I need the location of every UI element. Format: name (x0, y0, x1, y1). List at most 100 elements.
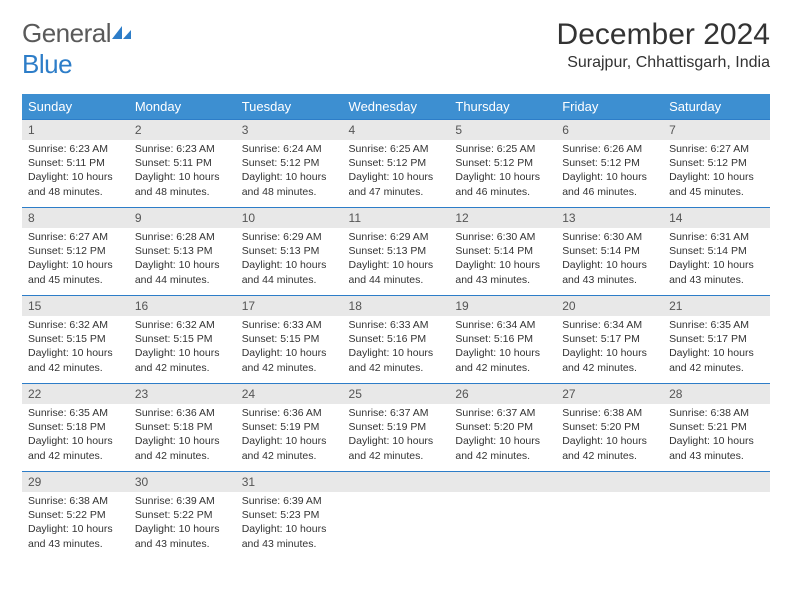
daylight-text: Daylight: 10 hours and 47 minutes. (349, 170, 444, 198)
day-header: Saturday (663, 94, 770, 119)
daylight-text: Daylight: 10 hours and 45 minutes. (28, 258, 123, 286)
day-content (663, 492, 770, 552)
day-content: Sunrise: 6:38 AMSunset: 5:20 PMDaylight:… (556, 404, 663, 467)
sunset-text: Sunset: 5:23 PM (242, 508, 337, 522)
sunrise-text: Sunrise: 6:33 AM (242, 318, 337, 332)
day-cell: 9Sunrise: 6:28 AMSunset: 5:13 PMDaylight… (129, 208, 236, 296)
day-number: 8 (22, 208, 129, 228)
sunrise-text: Sunrise: 6:38 AM (669, 406, 764, 420)
title-block: December 2024 Surajpur, Chhattisgarh, In… (557, 18, 770, 72)
day-number: 12 (449, 208, 556, 228)
day-cell: 1Sunrise: 6:23 AMSunset: 5:11 PMDaylight… (22, 120, 129, 208)
sunset-text: Sunset: 5:14 PM (669, 244, 764, 258)
daylight-text: Daylight: 10 hours and 44 minutes. (242, 258, 337, 286)
sunset-text: Sunset: 5:17 PM (562, 332, 657, 346)
day-cell: 19Sunrise: 6:34 AMSunset: 5:16 PMDayligh… (449, 296, 556, 384)
sunrise-text: Sunrise: 6:23 AM (135, 142, 230, 156)
header: GeneralBlue December 2024 Surajpur, Chha… (22, 18, 770, 80)
day-content: Sunrise: 6:32 AMSunset: 5:15 PMDaylight:… (22, 316, 129, 379)
sunset-text: Sunset: 5:12 PM (349, 156, 444, 170)
day-cell: 13Sunrise: 6:30 AMSunset: 5:14 PMDayligh… (556, 208, 663, 296)
day-cell: 25Sunrise: 6:37 AMSunset: 5:19 PMDayligh… (343, 384, 450, 472)
sunset-text: Sunset: 5:19 PM (242, 420, 337, 434)
sunrise-text: Sunrise: 6:29 AM (349, 230, 444, 244)
sunrise-text: Sunrise: 6:39 AM (242, 494, 337, 508)
week-row: 29Sunrise: 6:38 AMSunset: 5:22 PMDayligh… (22, 472, 770, 560)
day-cell: 4 Sunrise: 6:25 AMSunset: 5:12 PMDaylight… (343, 120, 450, 208)
daylight-text: Daylight: 10 hours and 46 minutes. (455, 170, 550, 198)
day-content: Sunrise: 6:33 AMSunset: 5:15 PMDaylight:… (236, 316, 343, 379)
daylight-text: Daylight: 10 hours and 45 minutes. (669, 170, 764, 198)
day-header: Monday (129, 94, 236, 119)
day-content: Sunrise: 6:30 AMSunset: 5:14 PMDaylight:… (449, 228, 556, 291)
daylight-text: Daylight: 10 hours and 43 minutes. (562, 258, 657, 286)
sunset-text: Sunset: 5:22 PM (135, 508, 230, 522)
daylight-text: Daylight: 10 hours and 48 minutes. (135, 170, 230, 198)
day-number: 11 (343, 208, 450, 228)
day-cell: 18Sunrise: 6:33 AMSunset: 5:16 PMDayligh… (343, 296, 450, 384)
logo-text-blue: Blue (22, 49, 72, 79)
sunrise-text: Sunrise: 6:34 AM (455, 318, 550, 332)
day-content: Sunrise: 6:39 AMSunset: 5:22 PMDaylight:… (129, 492, 236, 555)
sunrise-text: Sunrise: 6:33 AM (349, 318, 444, 332)
week-row: 8Sunrise: 6:27 AMSunset: 5:12 PMDaylight… (22, 208, 770, 296)
daylight-text: Daylight: 10 hours and 42 minutes. (28, 346, 123, 374)
daylight-text: Daylight: 10 hours and 43 minutes. (135, 522, 230, 550)
day-cell: 8Sunrise: 6:27 AMSunset: 5:12 PMDaylight… (22, 208, 129, 296)
daylight-text: Daylight: 10 hours and 43 minutes. (28, 522, 123, 550)
day-number: 9 (129, 208, 236, 228)
sunset-text: Sunset: 5:12 PM (28, 244, 123, 258)
sunset-text: Sunset: 5:20 PM (562, 420, 657, 434)
sunrise-text: Sunrise: 6:29 AM (242, 230, 337, 244)
day-content: Sunrise: 6:32 AMSunset: 5:15 PMDaylight:… (129, 316, 236, 379)
sunrise-text: Sunrise: 6:36 AM (242, 406, 337, 420)
month-title: December 2024 (557, 18, 770, 52)
sunrise-text: Sunrise: 6:25 AM (349, 142, 444, 156)
daylight-text: Daylight: 10 hours and 42 minutes. (455, 434, 550, 462)
flag-icon (111, 24, 133, 42)
day-number: 5 (449, 120, 556, 140)
sunset-text: Sunset: 5:16 PM (455, 332, 550, 346)
sunset-text: Sunset: 5:18 PM (135, 420, 230, 434)
sunset-text: Sunset: 5:13 PM (349, 244, 444, 258)
day-cell: 14Sunrise: 6:31 AMSunset: 5:14 PMDayligh… (663, 208, 770, 296)
day-cell: 12Sunrise: 6:30 AMSunset: 5:14 PMDayligh… (449, 208, 556, 296)
day-content (556, 492, 663, 552)
sunset-text: Sunset: 5:12 PM (669, 156, 764, 170)
daylight-text: Daylight: 10 hours and 44 minutes. (135, 258, 230, 286)
day-cell: 28Sunrise: 6:38 AMSunset: 5:21 PMDayligh… (663, 384, 770, 472)
day-header: Wednesday (343, 94, 450, 119)
day-number: 4 (343, 120, 450, 140)
day-number: 15 (22, 296, 129, 316)
day-number: 1 (22, 120, 129, 140)
day-cell (449, 472, 556, 560)
day-number: 22 (22, 384, 129, 404)
day-cell: 5Sunrise: 6:25 AMSunset: 5:12 PMDaylight… (449, 120, 556, 208)
day-content: Sunrise: 6:34 AMSunset: 5:16 PMDaylight:… (449, 316, 556, 379)
day-content: Sunrise: 6:33 AMSunset: 5:16 PMDaylight:… (343, 316, 450, 379)
sunset-text: Sunset: 5:14 PM (562, 244, 657, 258)
day-number (663, 472, 770, 492)
sunset-text: Sunset: 5:22 PM (28, 508, 123, 522)
day-number: 19 (449, 296, 556, 316)
day-header: Tuesday (236, 94, 343, 119)
day-number: 21 (663, 296, 770, 316)
sunrise-text: Sunrise: 6:28 AM (135, 230, 230, 244)
day-number: 18 (343, 296, 450, 316)
day-number: 31 (236, 472, 343, 492)
day-cell: 23Sunrise: 6:36 AMSunset: 5:18 PMDayligh… (129, 384, 236, 472)
week-row: 22Sunrise: 6:35 AMSunset: 5:18 PMDayligh… (22, 384, 770, 472)
day-cell: 10Sunrise: 6:29 AMSunset: 5:13 PMDayligh… (236, 208, 343, 296)
sunset-text: Sunset: 5:12 PM (242, 156, 337, 170)
day-number: 14 (663, 208, 770, 228)
day-header: Sunday (22, 94, 129, 119)
day-cell (663, 472, 770, 560)
daylight-text: Daylight: 10 hours and 43 minutes. (455, 258, 550, 286)
sunrise-text: Sunrise: 6:38 AM (562, 406, 657, 420)
day-cell: 15Sunrise: 6:32 AMSunset: 5:15 PMDayligh… (22, 296, 129, 384)
day-number: 25 (343, 384, 450, 404)
daylight-text: Daylight: 10 hours and 48 minutes. (28, 170, 123, 198)
sunset-text: Sunset: 5:19 PM (349, 420, 444, 434)
weeks-table: 1Sunrise: 6:23 AMSunset: 5:11 PMDaylight… (22, 119, 770, 560)
day-content: Sunrise: 6:29 AMSunset: 5:13 PMDaylight:… (343, 228, 450, 291)
